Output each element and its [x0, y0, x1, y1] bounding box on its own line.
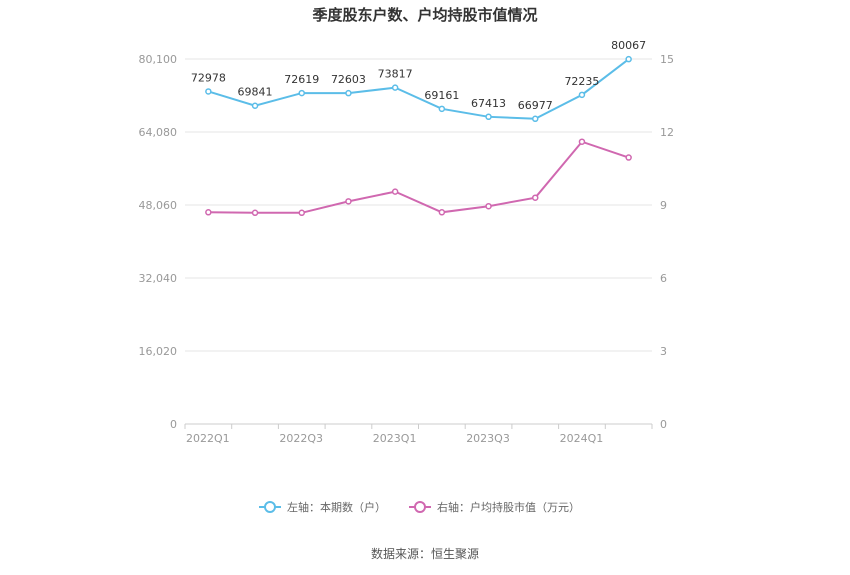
- series-1-point: [298, 89, 305, 97]
- series-group: 72978 69841 72619 72603 73817 69161 67413 66977…: [191, 39, 646, 217]
- data-label: 80067: [611, 39, 646, 52]
- x-axis: 2022Q1 2022Q3 2023Q1 2023Q3 2024Q1: [184, 424, 653, 445]
- series-2-point: [205, 209, 212, 216]
- series-1-point: [625, 55, 632, 63]
- data-label: 69841: [238, 86, 273, 99]
- right-axis: 0 3 6 9 12 15: [660, 53, 674, 431]
- x-tick-label: 2023Q3: [466, 432, 510, 445]
- left-tick-label: 32,040: [139, 272, 178, 285]
- series-1-point: [485, 113, 492, 121]
- series-2-point: [532, 194, 539, 201]
- series-1-point: [578, 91, 586, 99]
- left-tick-label: 80,100: [139, 53, 178, 66]
- series-2-point: [438, 209, 446, 216]
- right-tick-label: 0: [660, 418, 667, 431]
- data-label: 69161: [424, 89, 459, 102]
- series-2-point: [578, 138, 586, 145]
- series-1-point: [391, 84, 399, 91]
- series-1-point: [345, 89, 352, 97]
- right-tick-label: 15: [660, 53, 674, 66]
- source-note: 数据来源：恒生聚源: [371, 546, 479, 561]
- legend[interactable]: 左轴：本期数（户） 右轴：户均持股市值（万元）: [259, 500, 580, 514]
- left-tick-label: 64,080: [139, 126, 178, 139]
- right-tick-label: 12: [660, 126, 674, 139]
- grid-lines: [185, 58, 652, 425]
- right-tick-label: 3: [660, 345, 667, 358]
- left-tick-label: 16,020: [139, 345, 178, 358]
- left-tick-label: 48,060: [139, 199, 178, 212]
- legend-marker-2: [414, 501, 426, 513]
- series-line-1: [208, 58, 630, 120]
- series-line-2: [208, 140, 629, 214]
- series-2-point: [251, 209, 259, 217]
- series-1-point: [532, 115, 539, 123]
- series-2-point: [485, 202, 492, 210]
- series-2-point: [345, 198, 352, 205]
- series-1-point: [438, 105, 446, 113]
- left-tick-label: 0: [170, 418, 177, 431]
- legend-label-2: 右轴：户均持股市值（万元）: [437, 500, 580, 514]
- right-tick-label: 6: [660, 272, 667, 285]
- data-label: 66977: [518, 99, 553, 112]
- series-2-point: [625, 154, 632, 161]
- series-1-point: [251, 102, 259, 109]
- left-axis: 0 16,020 32,040 48,060 64,080 80,100: [139, 53, 178, 431]
- legend-marker-1: [264, 501, 276, 513]
- x-tick-label: 2022Q3: [279, 432, 323, 445]
- chart-title: 季度股东户数、户均持股市值情况: [312, 6, 537, 24]
- data-label: 72603: [331, 73, 366, 86]
- series-2-point: [391, 188, 399, 195]
- data-label: 72619: [284, 73, 319, 86]
- data-label: 73817: [378, 68, 413, 81]
- right-tick-label: 9: [660, 199, 667, 212]
- data-label: 72235: [564, 75, 599, 88]
- x-tick-label: 2024Q1: [560, 432, 604, 445]
- series-1-point: [205, 88, 212, 95]
- x-tick-label: 2023Q1: [373, 432, 417, 445]
- x-tick-label: 2022Q1: [186, 432, 230, 445]
- series-2-point: [298, 209, 305, 217]
- data-label: 67413: [471, 97, 506, 110]
- legend-label-1: 左轴：本期数（户）: [287, 500, 386, 514]
- data-label: 72978: [191, 71, 226, 84]
